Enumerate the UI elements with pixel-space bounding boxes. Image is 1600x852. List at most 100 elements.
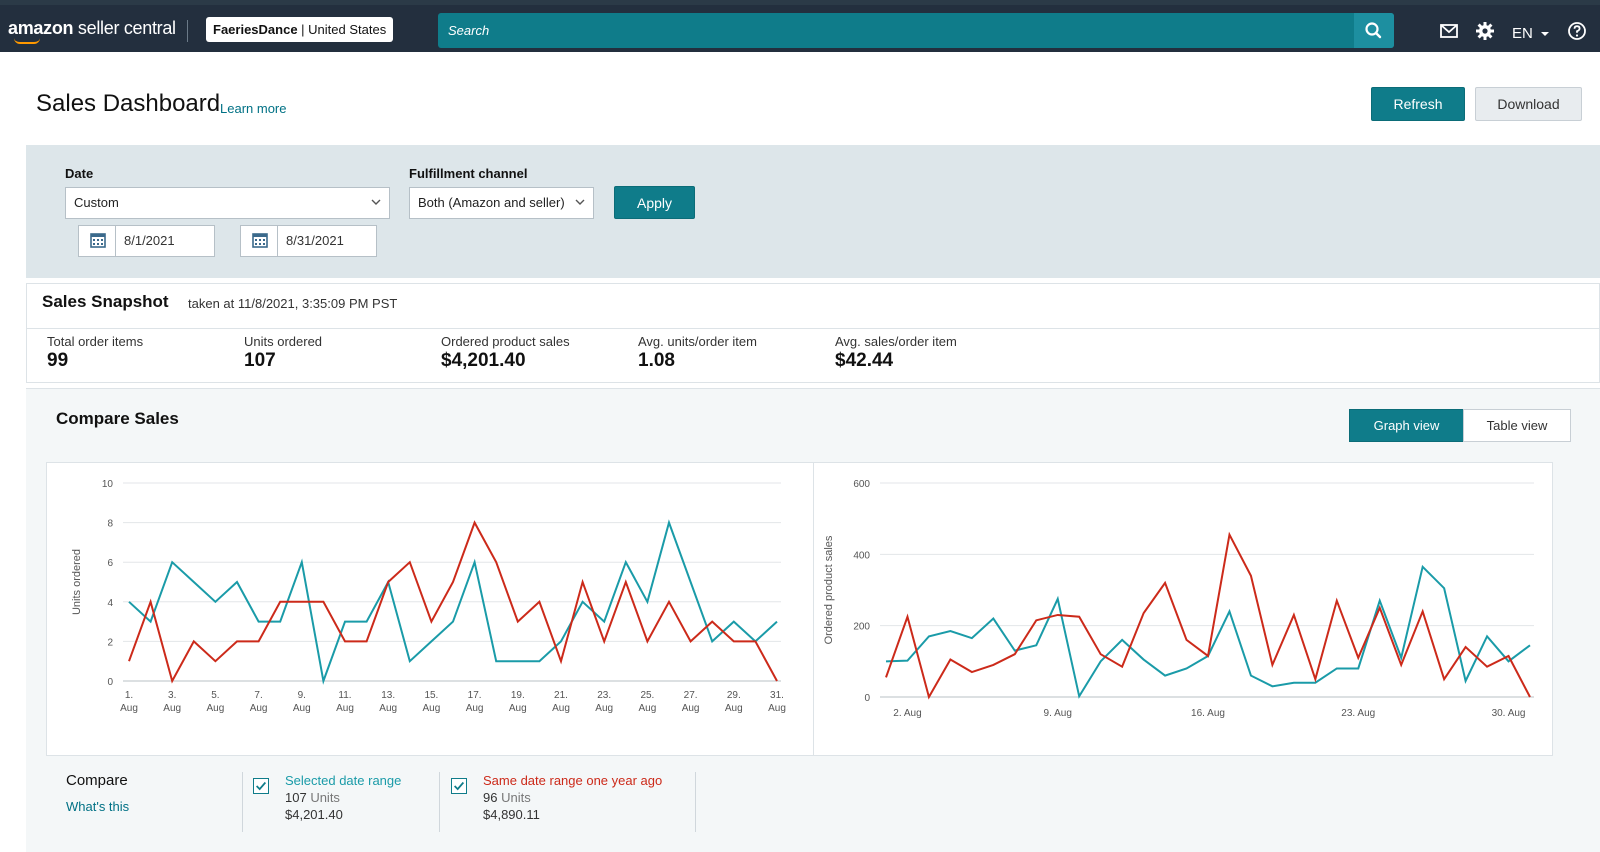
y-tick-label: 0: [107, 677, 113, 688]
legend-divider: [242, 772, 243, 832]
whats-this-link[interactable]: What's this: [66, 799, 130, 814]
date-label: Date: [65, 166, 94, 181]
logo-suffix: seller central: [73, 18, 176, 38]
y-tick-label: 6: [107, 558, 113, 569]
apply-button[interactable]: Apply: [614, 186, 695, 219]
x-tick-label: Aug: [509, 703, 527, 714]
account-region: | United States: [297, 22, 387, 37]
y-tick-label: 0: [864, 693, 870, 704]
x-tick-label: Aug: [682, 703, 700, 714]
legend-units-value: 96: [483, 790, 498, 805]
start-date-field[interactable]: 8/1/2021: [78, 225, 215, 257]
x-tick-label: 17.: [468, 690, 482, 701]
compare-sales-title: Compare Sales: [56, 409, 179, 428]
y-axis-label: Ordered product sales: [823, 535, 835, 644]
learn-more-link[interactable]: Learn more: [220, 101, 287, 116]
chevron-down-icon: [575, 199, 585, 205]
series-line-selected-range: [128, 519, 778, 685]
fulfillment-channel-select[interactable]: Both (Amazon and seller): [409, 187, 594, 219]
x-tick-label: 13.: [381, 690, 395, 701]
y-tick-label: 2: [107, 637, 113, 648]
nav-divider: [187, 20, 188, 42]
mail-icon[interactable]: [1439, 21, 1459, 41]
x-tick-label: 31.: [770, 690, 784, 701]
x-tick-label: Aug: [207, 703, 225, 714]
snapshot-timestamp: taken at 11/8/2021, 3:35:09 PM PST: [188, 296, 398, 311]
gear-icon[interactable]: [1475, 21, 1495, 41]
legend-sales: $4,890.11: [483, 807, 540, 822]
metric-units-ordered: Units ordered 107: [244, 334, 322, 372]
date-range-select[interactable]: Custom: [65, 187, 390, 219]
metric-total-order-items: Total order items 99: [47, 334, 143, 372]
x-tick-label: 25.: [640, 690, 654, 701]
calendar-icon: [90, 233, 106, 248]
metric-value: $42.44: [835, 350, 894, 371]
search-bar[interactable]: Search: [438, 13, 1394, 48]
page-title: Sales Dashboard: [36, 90, 221, 117]
x-tick-label: Aug: [423, 703, 441, 714]
legend-title: Selected date range: [285, 773, 402, 788]
chevron-down-icon: [371, 199, 381, 205]
x-tick-label: Aug: [595, 703, 613, 714]
top-nav: amazon seller central FaeriesDance | Uni…: [0, 0, 1600, 52]
units-chart-panel: 0 2 4 6 8 10 1. Aug 3. Aug 5. Aug 7. Aug 9. Aug 11. Aug 13…: [46, 462, 814, 756]
refresh-button[interactable]: Refresh: [1371, 87, 1465, 121]
legend-units-value: 107: [285, 790, 307, 805]
checkbox-checked-icon[interactable]: [451, 778, 467, 794]
end-date-value: 8/31/2021: [286, 233, 344, 248]
legend-units: 96 Units: [483, 789, 662, 806]
units-ordered-chart: 0 2 4 6 8 10 1. Aug 3. Aug 5. Aug 7. Aug 9. Aug 11. Aug 13…: [71, 479, 786, 714]
download-button[interactable]: Download: [1475, 87, 1582, 121]
y-tick-label: 200: [853, 622, 870, 633]
x-tick-label: Aug: [639, 703, 657, 714]
end-calendar-button[interactable]: [241, 226, 278, 256]
x-tick-label: Aug: [163, 703, 181, 714]
end-date-field[interactable]: 8/31/2021: [240, 225, 377, 257]
search-input[interactable]: Search: [448, 23, 490, 38]
metric-label: Units ordered: [244, 334, 323, 349]
checkbox-checked-icon[interactable]: [253, 778, 269, 794]
metric-value: 99: [47, 350, 69, 371]
legend-divider: [439, 772, 440, 832]
legend-units-suffix: Units: [497, 790, 531, 805]
date-range-value: Custom: [74, 195, 119, 210]
metric-avg-units-per-order-item: Avg. units/order item 1.08: [638, 334, 757, 372]
x-tick-label: 19.: [511, 690, 525, 701]
x-tick-label: 29.: [727, 690, 741, 701]
y-tick-label: 8: [107, 519, 113, 530]
language-selector[interactable]: EN: [1512, 25, 1550, 42]
y-tick-label: 600: [853, 479, 870, 490]
graph-view-toggle[interactable]: Graph view: [1349, 409, 1464, 442]
y-axis-label: Units ordered: [71, 549, 83, 615]
y-tick-label: 10: [102, 479, 114, 490]
calendar-icon: [252, 233, 268, 248]
start-calendar-button[interactable]: [79, 226, 116, 256]
sales-chart-panel: 0 200 400 600 2. Aug 9. Aug 16. Aug 23. Aug 30. …: [813, 462, 1553, 756]
x-tick-label: Aug: [552, 703, 570, 714]
x-tick-label: Aug: [725, 703, 743, 714]
account-name: FaeriesDance: [213, 22, 298, 37]
metric-value: 1.08: [638, 350, 675, 371]
legend-units-suffix: Units: [306, 790, 340, 805]
metric-value: 107: [244, 350, 276, 371]
series-line-previous-year: [128, 520, 778, 684]
caret-down-icon: [1541, 32, 1550, 36]
metric-label: Avg. sales/order item: [835, 334, 957, 349]
x-tick-label: 9.: [298, 690, 306, 701]
x-tick-label: Aug: [120, 703, 138, 714]
series-line-previous-year: [885, 531, 1531, 700]
x-tick-label: 23.: [597, 690, 611, 701]
language-label: EN: [1512, 25, 1533, 42]
seller-central-logo[interactable]: amazon seller central: [8, 18, 176, 44]
x-tick-label: 27.: [684, 690, 698, 701]
search-button[interactable]: [1354, 13, 1394, 48]
account-switcher[interactable]: FaeriesDance | United States: [206, 17, 394, 42]
sales-snapshot-title: Sales Snapshot: [42, 292, 169, 311]
table-view-toggle[interactable]: Table view: [1463, 409, 1571, 442]
legend-title: Same date range one year ago: [483, 773, 663, 788]
x-tick-label: 5.: [211, 690, 219, 701]
metric-label: Avg. units/order item: [638, 334, 757, 349]
help-icon[interactable]: [1567, 21, 1587, 41]
x-tick-label: 1.: [125, 690, 133, 701]
x-tick-label: Aug: [379, 703, 397, 714]
